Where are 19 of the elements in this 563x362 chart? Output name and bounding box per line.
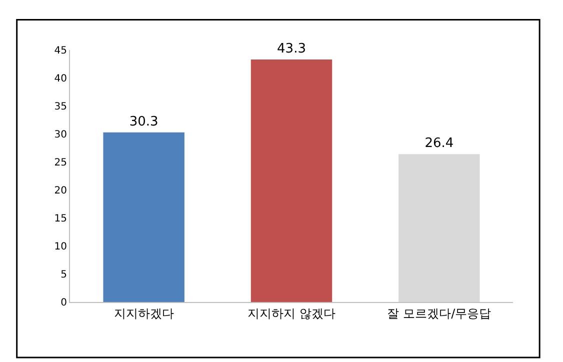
y-tick-label: 0 [60,298,67,308]
y-tick-label: 25 [54,158,67,168]
bar [103,132,184,302]
x-tick-label: 잘 모르겠다/무응답 [387,306,492,320]
y-tick-label: 35 [54,102,67,112]
bar [250,60,332,302]
bar [398,154,480,302]
x-tick-label: 지지하지 않겠다 [248,306,336,320]
y-tick-label: 5 [60,270,67,280]
y-tick-label: 15 [54,214,67,224]
y-tick-label: 45 [54,46,67,56]
y-tick-label: 10 [54,242,67,252]
data-label: 30.3 [129,114,158,130]
data-label: 43.3 [277,42,306,57]
y-tick-label: 30 [54,130,67,140]
y-tick-label: 40 [54,74,67,84]
x-tick-label: 지지하겠다 [114,306,174,320]
y-tick-label: 20 [54,186,67,196]
data-label: 26.4 [424,136,454,152]
